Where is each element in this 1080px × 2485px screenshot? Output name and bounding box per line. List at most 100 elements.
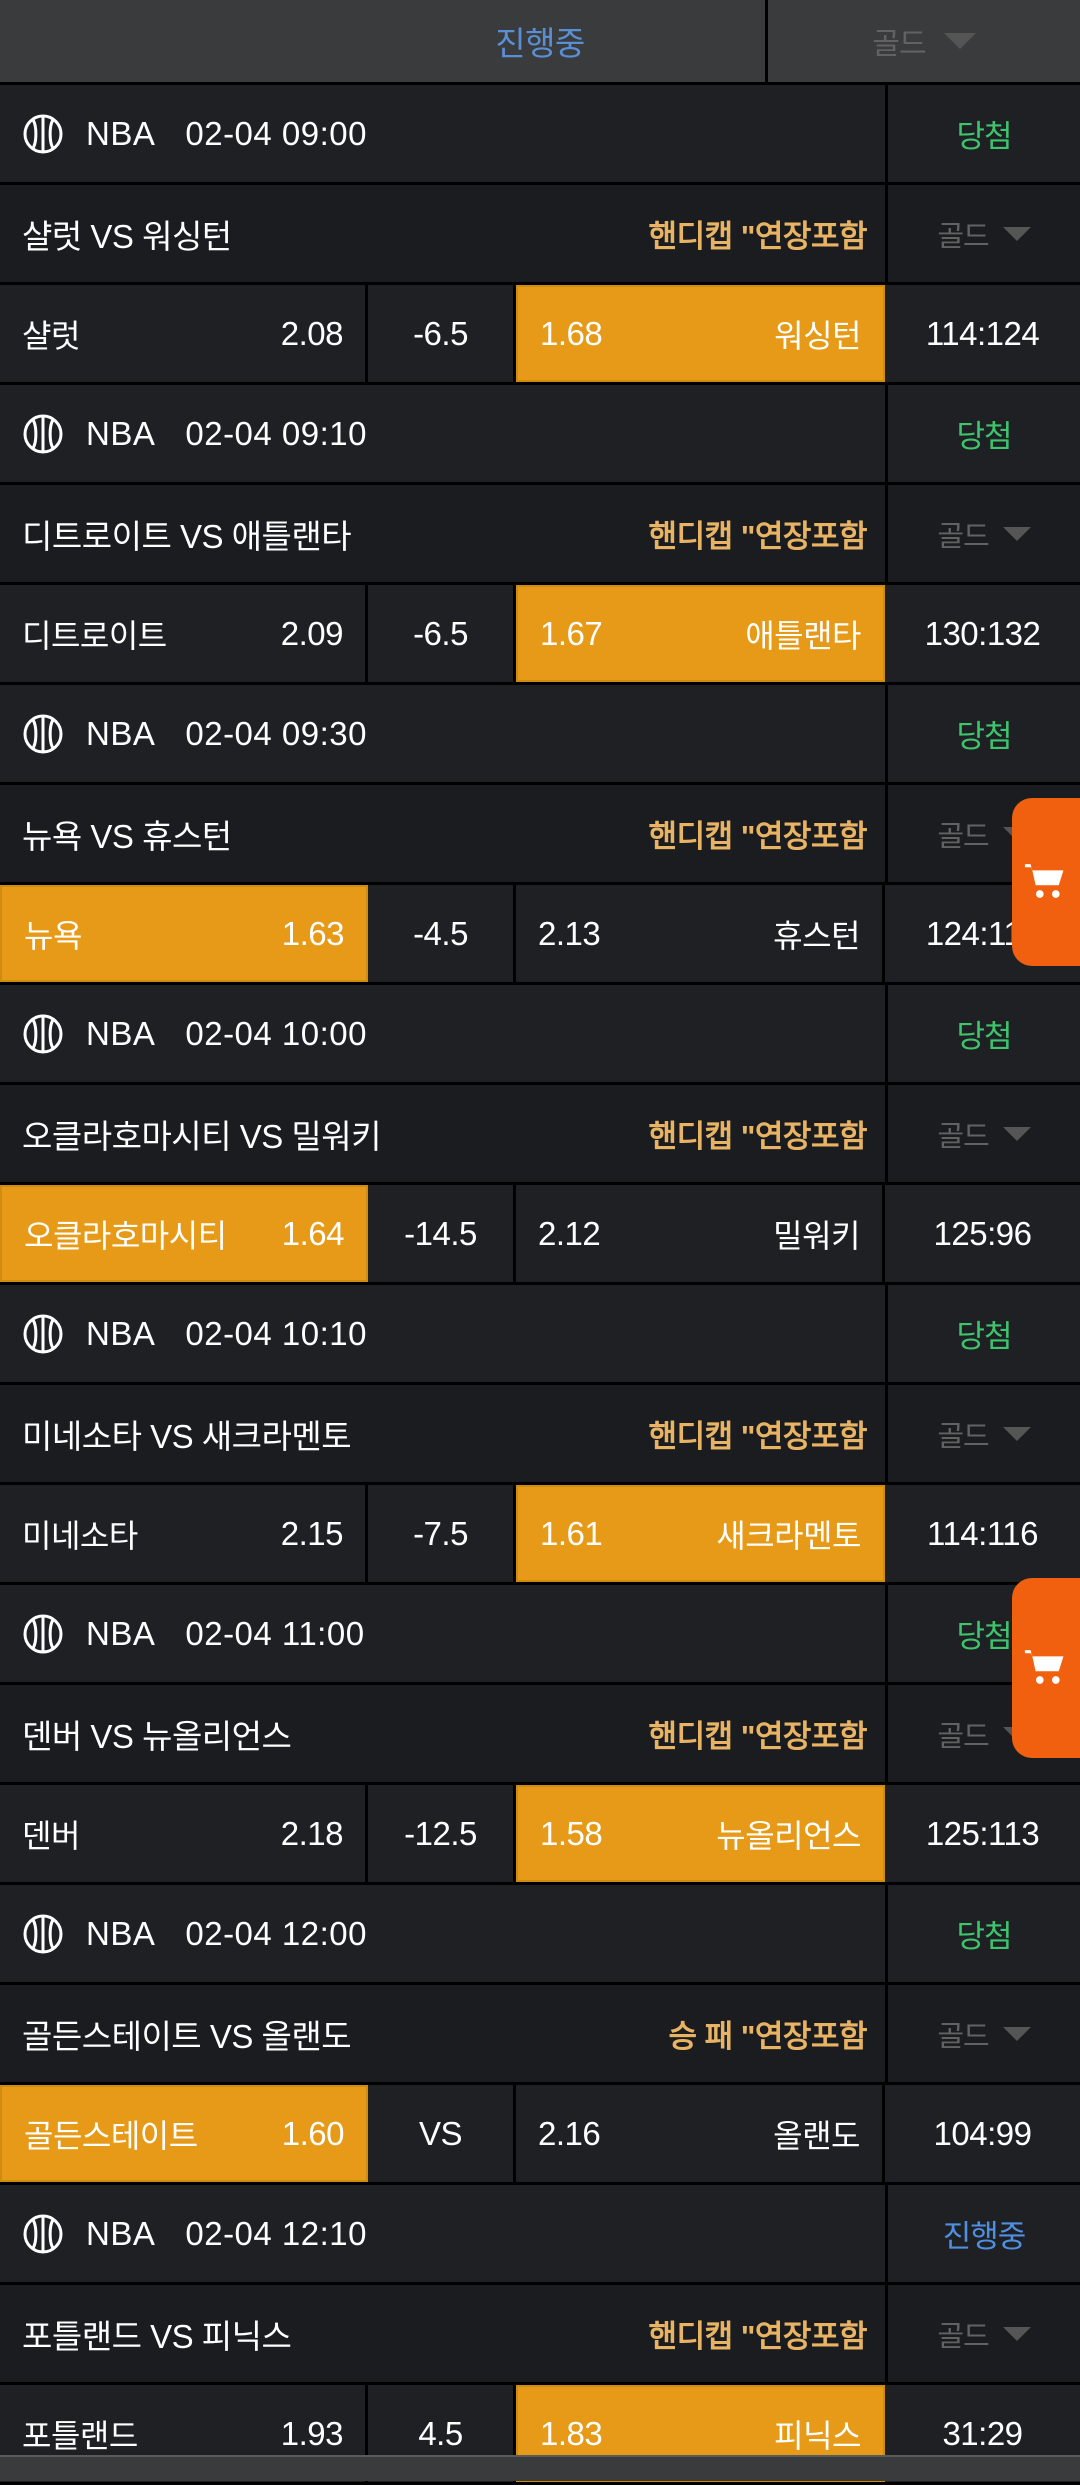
away-odds-button[interactable]: 1.58 뉴올리언스: [516, 1785, 885, 1882]
chevron-down-icon: [943, 33, 976, 49]
away-odds-button[interactable]: 1.61 새크라멘토: [516, 1485, 885, 1582]
home-odds-button[interactable]: 포틀랜드 1.93: [0, 2385, 368, 2482]
home-odds-button[interactable]: 오클라호마시티 1.64: [0, 1185, 368, 1282]
match-status-cell: 당첨: [885, 1585, 1080, 1682]
grade-dropdown[interactable]: 골드: [885, 785, 1080, 882]
away-odds-button[interactable]: 1.67 애틀랜타: [516, 585, 885, 682]
home-odds-button[interactable]: 덴버 2.18: [0, 1785, 368, 1882]
away-odds-button[interactable]: 2.13 휴스턴: [516, 885, 885, 982]
away-odds-value: 1.61: [540, 1514, 603, 1552]
away-team-name: 새크라멘토: [716, 1517, 861, 1554]
odds-row: 오클라호마시티 1.64 -14.5 2.12 밀워키 125:96: [0, 1185, 1080, 1285]
page-title: 진행중: [495, 25, 585, 62]
match-info-row: NBA 02-04 10:10 당첨: [0, 1285, 1080, 1385]
match-header-main: 미네소타 VS 새크라멘토 핸디캡 "연장포함: [0, 1385, 885, 1482]
handicap-value: -7.5: [413, 1514, 468, 1552]
grade-dropdown[interactable]: 골드: [885, 485, 1080, 582]
score-value: 31:29: [942, 2414, 1023, 2452]
home-team-name: 덴버: [22, 1817, 80, 1854]
match-info-left: NBA 02-04 12:00: [0, 1885, 885, 1982]
away-odds-value: 1.68: [540, 314, 603, 352]
match-info-left: NBA 02-04 10:00: [0, 985, 885, 1082]
match-block: NBA 02-04 09:10 당첨 디트로이트 VS 애틀랜타 핸디캡 "연장포함 골드…: [0, 385, 1080, 685]
basketball-icon: [22, 713, 64, 755]
home-odds-button[interactable]: 샬럿 2.08: [0, 285, 368, 382]
match-header-row: 디트로이트 VS 애틀랜타 핸디캡 "연장포함 골드: [0, 485, 1080, 585]
grade-dropdown[interactable]: 골드: [885, 1985, 1080, 2082]
away-odds-button[interactable]: 2.16 올랜도: [516, 2085, 885, 2182]
basketball-icon: [22, 413, 64, 455]
match-datetime: 02-04 12:00: [185, 1914, 368, 1952]
matchup-label: 오클라호마시티 VS 밀워키: [22, 1117, 381, 1155]
basketball-icon: [22, 2213, 64, 2255]
handicap-cell: -6.5: [368, 285, 516, 382]
grade-label: 골드: [937, 1420, 989, 1453]
grade-label: 골드: [937, 820, 989, 853]
match-status-cell: 당첨: [885, 985, 1080, 1082]
matchup-label: 골든스테이트 VS 올랜도: [22, 2017, 352, 2055]
match-info-left: NBA 02-04 10:10: [0, 1285, 885, 1382]
home-odds-button[interactable]: 디트로이트 2.09: [0, 585, 368, 682]
basketball-icon: [22, 1913, 64, 1955]
grade-dropdown[interactable]: 골드: [885, 1385, 1080, 1482]
match-status-cell: 당첨: [885, 85, 1080, 182]
bet-type-label: 핸디캡 "연장포함: [648, 1119, 868, 1154]
away-odds-value: 1.67: [540, 614, 603, 652]
match-header-row: 뉴욕 VS 휴스턴 핸디캡 "연장포함 골드: [0, 785, 1080, 885]
bet-type-label: 핸디캡 "연장포함: [648, 1419, 868, 1454]
away-odds-button[interactable]: 2.12 밀워키: [516, 1185, 885, 1282]
grade-dropdown[interactable]: 골드: [885, 1685, 1080, 1782]
home-odds-value: 1.60: [281, 2114, 345, 2152]
away-team-name: 밀워키: [773, 1217, 860, 1254]
score-value: 130:132: [924, 614, 1041, 652]
odds-row: 골든스테이트 1.60 VS 2.16 올랜도 104:99: [0, 2085, 1080, 2185]
grade-filter-dropdown[interactable]: 골드: [765, 0, 1080, 82]
match-info-row: NBA 02-04 10:00 당첨: [0, 985, 1080, 1085]
match-block: NBA 02-04 12:10 진행중 포틀랜드 VS 피닉스 핸디캡 "연장포함 골드 포…: [0, 2185, 1080, 2485]
league-label: NBA: [86, 714, 156, 752]
match-block: NBA 02-04 10:10 당첨 미네소타 VS 새크라멘토 핸디캡 "연장포함 골드…: [0, 1285, 1080, 1585]
handicap-cell: 4.5: [368, 2385, 516, 2482]
away-odds-value: 2.12: [538, 1214, 601, 1252]
match-header-main: 뉴욕 VS 휴스턴 핸디캡 "연장포함: [0, 785, 885, 882]
cart-float-button-2[interactable]: [1012, 1578, 1080, 1758]
grade-dropdown[interactable]: 골드: [885, 1085, 1080, 1182]
top-filter-bar: 진행중 골드: [0, 0, 1080, 85]
grade-label: 골드: [937, 1120, 989, 1153]
chevron-down-icon: [1002, 526, 1031, 541]
odds-row: 뉴욕 1.63 -4.5 2.13 휴스턴 124:117: [0, 885, 1080, 985]
grade-label: 골드: [937, 520, 989, 553]
match-block: NBA 02-04 09:30 당첨 뉴욕 VS 휴스턴 핸디캡 "연장포함 골드 뉴욕 1.…: [0, 685, 1080, 985]
score-cell: 125:113: [885, 1785, 1080, 1882]
grade-dropdown[interactable]: 골드: [885, 2285, 1080, 2382]
handicap-value: VS: [418, 2114, 463, 2152]
chevron-down-icon: [1002, 226, 1031, 241]
grade-dropdown[interactable]: 골드: [885, 185, 1080, 282]
basketball-icon: [22, 113, 64, 155]
match-datetime: 02-04 09:10: [185, 414, 368, 452]
match-header-main: 샬럿 VS 워싱턴 핸디캡 "연장포함: [0, 185, 885, 282]
handicap-cell: -4.5: [368, 885, 516, 982]
handicap-value: 4.5: [418, 2414, 463, 2452]
home-team-name: 뉴욕: [24, 917, 82, 954]
home-odds-button[interactable]: 뉴욕 1.63: [0, 885, 368, 982]
chevron-down-icon: [1002, 2026, 1031, 2041]
league-label: NBA: [86, 1914, 156, 1952]
handicap-value: -6.5: [413, 314, 468, 352]
cart-float-button-1[interactable]: [1012, 798, 1080, 966]
handicap-cell: -6.5: [368, 585, 516, 682]
away-team-name: 뉴올리언스: [716, 1817, 861, 1854]
home-odds-button[interactable]: 골든스테이트 1.60: [0, 2085, 368, 2182]
league-label: NBA: [86, 2214, 156, 2252]
shopping-cart-icon: [1024, 1648, 1068, 1688]
home-odds-button[interactable]: 미네소타 2.15: [0, 1485, 368, 1582]
score-value: 114:124: [925, 314, 1040, 352]
basketball-icon: [22, 1013, 64, 1055]
away-odds-button[interactable]: 1.68 워싱턴: [516, 285, 885, 382]
home-odds-value: 1.93: [280, 2414, 344, 2452]
score-value: 104:99: [933, 2114, 1032, 2152]
match-header-main: 오클라호마시티 VS 밀워키 핸디캡 "연장포함: [0, 1085, 885, 1182]
score-cell: 125:96: [885, 1185, 1080, 1282]
league-label: NBA: [86, 1614, 156, 1652]
match-header-row: 샬럿 VS 워싱턴 핸디캡 "연장포함 골드: [0, 185, 1080, 285]
